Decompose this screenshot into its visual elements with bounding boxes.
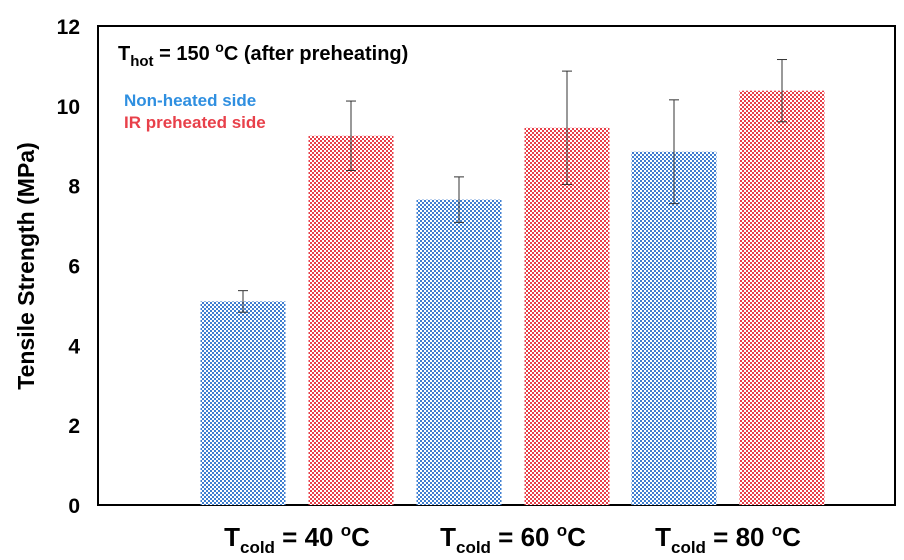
category-label-part: T [224, 522, 240, 552]
category-label-part: cold [671, 538, 706, 557]
bar-non-heated [631, 151, 717, 506]
category-label-part: o [772, 521, 782, 540]
annotation-suffix: C (after preheating) [224, 43, 408, 65]
annotation-value: = 150 [154, 43, 216, 65]
category-label-part: = 80 [706, 522, 772, 552]
category-label-part: cold [240, 538, 275, 557]
y-tick-label: 8 [68, 176, 80, 199]
annotation-superscript: o [215, 39, 224, 55]
category-label-part: cold [456, 538, 491, 557]
category-label-part: C [351, 522, 370, 552]
bar-ir-preheated [739, 90, 825, 505]
category-label-part: C [782, 522, 801, 552]
y-tick-label: 10 [57, 96, 80, 119]
x-category-label: Tcold = 40 oC [224, 521, 370, 557]
annotation-prefix: T [118, 43, 130, 65]
bar-ir-preheated [524, 127, 610, 505]
y-tick-label: 2 [68, 415, 80, 438]
annotation-thot: Thot = 150 oC (after preheating) [118, 39, 408, 70]
bar-non-heated [200, 301, 286, 505]
x-category-label: Tcold = 60 oC [440, 521, 586, 557]
category-label-part: o [341, 521, 351, 540]
y-tick-labels: 0 2 4 6 8 10 12 [57, 16, 81, 518]
y-tick-label: 12 [57, 16, 80, 39]
y-tick-label: 0 [68, 495, 80, 518]
category-label-part: T [655, 522, 671, 552]
category-label-part: = 40 [275, 522, 341, 552]
x-category-labels: Tcold = 40 oC Tcold = 60 oC Tcold = 80 oC [224, 521, 801, 557]
category-label-part: = 60 [491, 522, 557, 552]
bars-group [200, 90, 825, 506]
legend-entry-non-heated: Non-heated side [124, 91, 256, 110]
category-label-part: o [557, 521, 567, 540]
category-label-part: C [567, 522, 586, 552]
y-tick-label: 6 [68, 256, 80, 279]
annotation-subscript: hot [130, 53, 153, 70]
y-axis-title: Tensile Strength (MPa) [13, 142, 39, 390]
category-label-part: T [440, 522, 456, 552]
x-category-label: Tcold = 80 oC [655, 521, 801, 557]
bar-ir-preheated [308, 135, 394, 506]
bar-non-heated [416, 199, 502, 505]
y-tick-label: 4 [68, 335, 80, 358]
error-bars-group [238, 59, 787, 313]
legend-entry-ir-preheated: IR preheated side [124, 113, 266, 132]
